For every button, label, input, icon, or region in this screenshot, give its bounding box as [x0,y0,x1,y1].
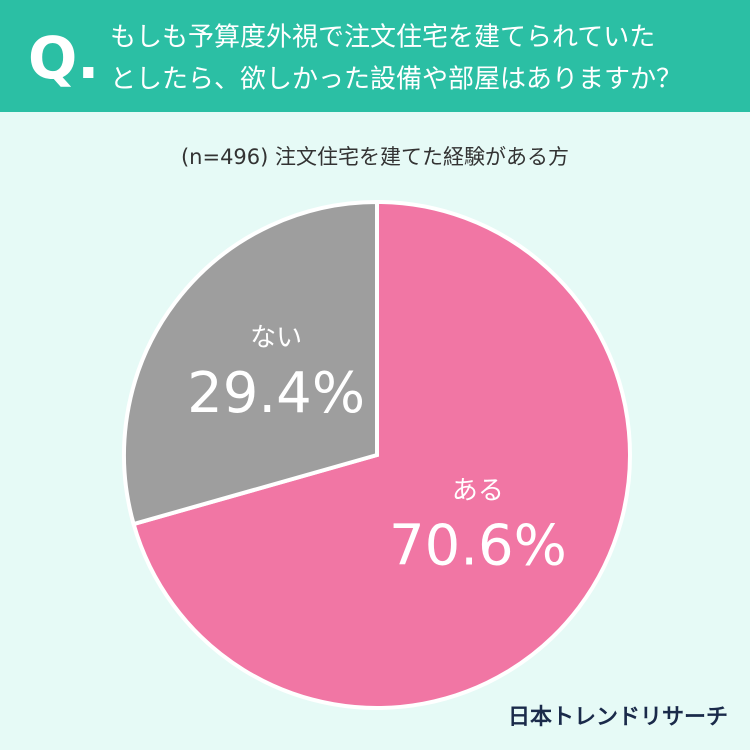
title-line: としたら、欲しかった設備や部屋はありますか？ [110,65,682,95]
header-band [0,0,750,112]
slice-value-label: 70.6% [389,513,567,578]
source: 日本トレンドリサーチ [508,705,728,730]
title-prefix: Q. [28,24,99,92]
slice-category: ない [250,323,302,353]
pie-slice [122,199,379,527]
title-line: もしも予算度外視で注文住宅を建てられていた [110,23,655,53]
pie-slice [131,199,632,710]
slice-category: ある [452,476,504,506]
slice-value-label: 29.4% [187,361,365,426]
subtitle: (n=496) 注文住宅を建てた経験がある方 [181,145,569,169]
